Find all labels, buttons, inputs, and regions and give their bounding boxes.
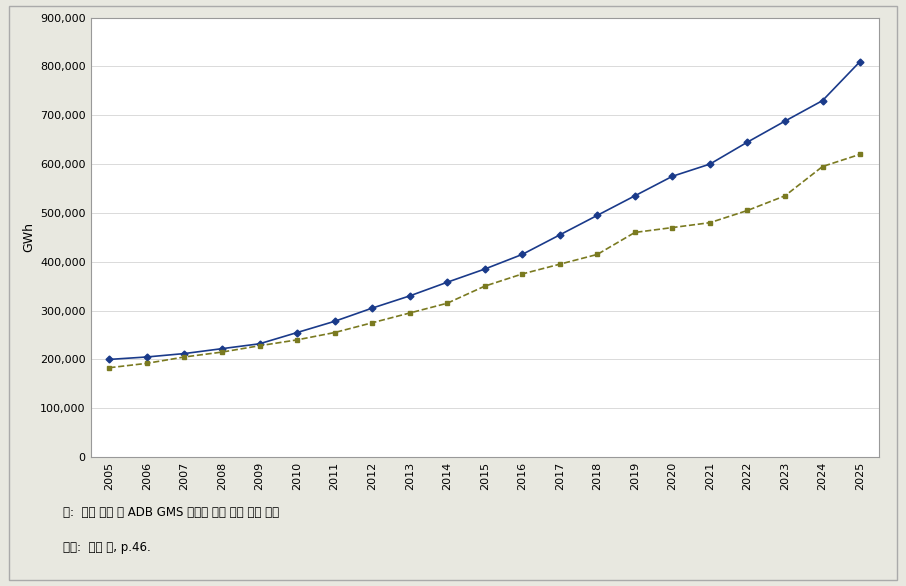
정부 예측: [705, 161, 716, 168]
ADB 예측: [742, 207, 753, 214]
ADB 예측: [404, 309, 415, 316]
정부 예측: [592, 212, 602, 219]
정부 예측: [404, 292, 415, 299]
Y-axis label: GWh: GWh: [23, 222, 35, 253]
정부 예측: [817, 97, 828, 104]
정부 예측: [329, 318, 340, 325]
정부 예측: [217, 345, 227, 352]
정부 예측: [141, 353, 152, 360]
ADB 예측: [442, 299, 453, 307]
정부 예측: [667, 173, 678, 180]
정부 예측: [630, 192, 641, 199]
정부 예측: [179, 350, 190, 357]
Text: 자료:  전과 동, p.46.: 자료: 전과 동, p.46.: [63, 541, 151, 554]
정부 예측: [367, 305, 378, 312]
ADB 예측: [667, 224, 678, 231]
ADB 예측: [179, 353, 190, 360]
ADB 예측: [779, 192, 790, 199]
Line: ADB 예측: ADB 예측: [107, 152, 863, 370]
ADB 예측: [479, 282, 490, 289]
ADB 예측: [367, 319, 378, 326]
정부 예측: [479, 265, 490, 272]
정부 예측: [854, 58, 865, 65]
ADB 예측: [516, 271, 527, 278]
정부 예측: [554, 231, 565, 239]
ADB 예측: [329, 329, 340, 336]
ADB 예측: [292, 336, 303, 343]
정부 예측: [779, 118, 790, 125]
정부 예측: [292, 329, 303, 336]
ADB 예측: [854, 151, 865, 158]
ADB 예측: [592, 251, 602, 258]
ADB 예측: [817, 163, 828, 170]
Text: 주:  정부 예측 및 ADB GMS 에너지 미래 연구 전망 비교: 주: 정부 예측 및 ADB GMS 에너지 미래 연구 전망 비교: [63, 506, 280, 519]
ADB 예측: [141, 360, 152, 367]
ADB 예측: [217, 349, 227, 356]
정부 예측: [254, 340, 265, 347]
정부 예측: [104, 356, 115, 363]
정부 예측: [742, 139, 753, 146]
ADB 예측: [254, 342, 265, 349]
ADB 예측: [705, 219, 716, 226]
ADB 예측: [104, 364, 115, 372]
ADB 예측: [554, 261, 565, 268]
정부 예측: [442, 279, 453, 286]
Line: 정부 예측: 정부 예측: [107, 59, 863, 362]
ADB 예측: [630, 229, 641, 236]
정부 예측: [516, 251, 527, 258]
